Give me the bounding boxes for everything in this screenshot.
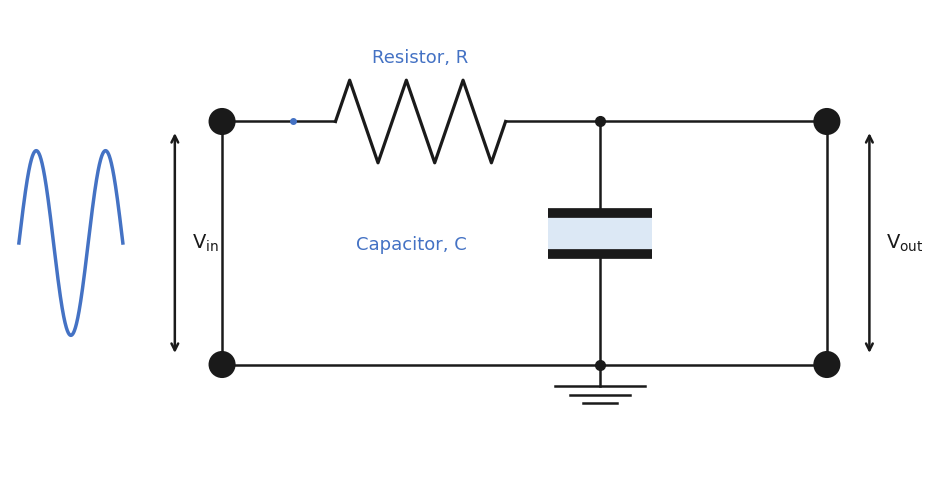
- Ellipse shape: [210, 352, 234, 377]
- Ellipse shape: [814, 109, 838, 134]
- Text: Resistor, R: Resistor, R: [372, 49, 468, 68]
- Bar: [548, 213, 651, 254]
- Ellipse shape: [210, 109, 234, 134]
- Ellipse shape: [814, 352, 838, 377]
- Text: $\mathregular{V_{out}}$: $\mathregular{V_{out}}$: [885, 232, 923, 254]
- Text: Capacitor, C: Capacitor, C: [355, 236, 466, 255]
- Text: $\mathregular{V_{in}}$: $\mathregular{V_{in}}$: [192, 232, 218, 254]
